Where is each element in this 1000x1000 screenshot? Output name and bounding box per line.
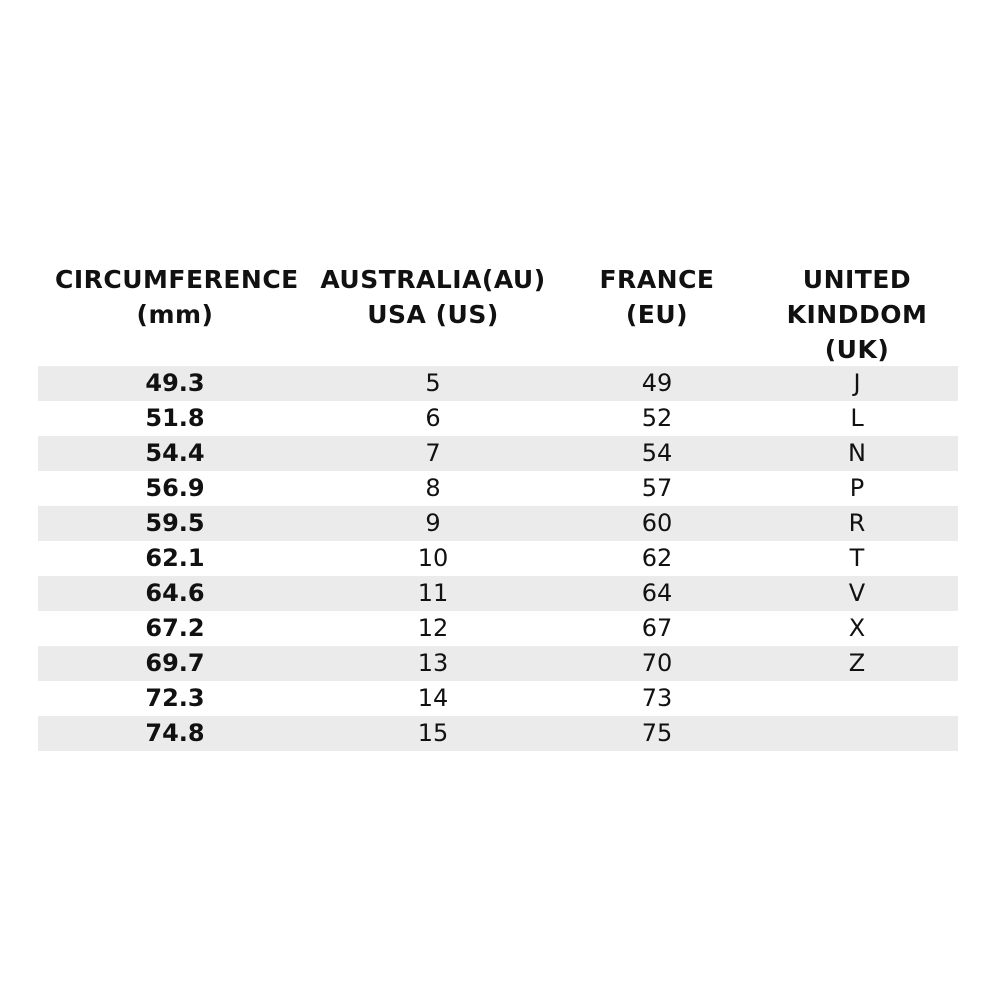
circumference-cell: 72.3 xyxy=(145,684,205,712)
size-cell: 67 xyxy=(641,614,673,642)
row-stripe xyxy=(38,646,958,681)
row-stripe xyxy=(38,506,958,541)
size-cell: J xyxy=(853,369,861,397)
size-cell: 6 xyxy=(425,404,441,432)
header-text: FRANCE xyxy=(599,265,715,294)
size-cell: 15 xyxy=(417,719,449,747)
size-cell: P xyxy=(849,474,865,502)
circumference-cell: 51.8 xyxy=(145,404,205,432)
row-stripe xyxy=(38,366,958,401)
circumference-cell: 59.5 xyxy=(145,509,205,537)
size-cell: N xyxy=(848,439,866,467)
size-cell: 13 xyxy=(417,649,449,677)
size-cell: 54 xyxy=(641,439,673,467)
size-cell: 60 xyxy=(641,509,673,537)
size-cell: 70 xyxy=(641,649,673,677)
circumference-cell: 74.8 xyxy=(145,719,205,747)
size-cell: 62 xyxy=(641,544,673,572)
size-cell: 10 xyxy=(417,544,449,572)
size-cell: 75 xyxy=(641,719,673,747)
size-cell: 73 xyxy=(641,684,673,712)
size-cell: V xyxy=(848,579,866,607)
size-cell: L xyxy=(850,404,864,432)
header-text: CIRCUMFERENCE xyxy=(55,265,299,294)
size-cell: 7 xyxy=(425,439,441,467)
header-text: AUSTRALIA(AU) xyxy=(320,265,546,294)
circumference-cell: 67.2 xyxy=(145,614,205,642)
size-cell: 5 xyxy=(425,369,441,397)
circumference-cell: 62.1 xyxy=(145,544,205,572)
circumference-cell: 54.4 xyxy=(145,439,205,467)
header-text: (EU) xyxy=(625,300,689,329)
row-stripe xyxy=(38,716,958,751)
circumference-cell: 64.6 xyxy=(145,579,205,607)
circumference-cell: 49.3 xyxy=(145,369,205,397)
size-cell: 52 xyxy=(641,404,673,432)
size-cell: Z xyxy=(848,649,866,677)
size-cell: 9 xyxy=(425,509,441,537)
size-cell: 11 xyxy=(417,579,449,607)
size-cell: 64 xyxy=(641,579,673,607)
row-stripe xyxy=(38,436,958,471)
header-text: UNITED xyxy=(802,265,912,294)
size-cell: T xyxy=(849,544,865,572)
circumference-cell: 69.7 xyxy=(145,649,205,677)
header-text: KINDDOM xyxy=(786,300,928,329)
size-cell: X xyxy=(848,614,866,642)
size-cell: 14 xyxy=(417,684,449,712)
size-cell: 49 xyxy=(641,369,673,397)
header-text: (UK) xyxy=(824,335,890,364)
size-cell: 8 xyxy=(425,474,441,502)
circumference-cell: 56.9 xyxy=(145,474,205,502)
size-cell: 57 xyxy=(641,474,673,502)
size-cell: 12 xyxy=(417,614,449,642)
row-stripe xyxy=(38,576,958,611)
header-text: USA (US) xyxy=(367,300,499,329)
header-text: (mm) xyxy=(136,300,214,329)
size-cell: R xyxy=(848,509,866,537)
